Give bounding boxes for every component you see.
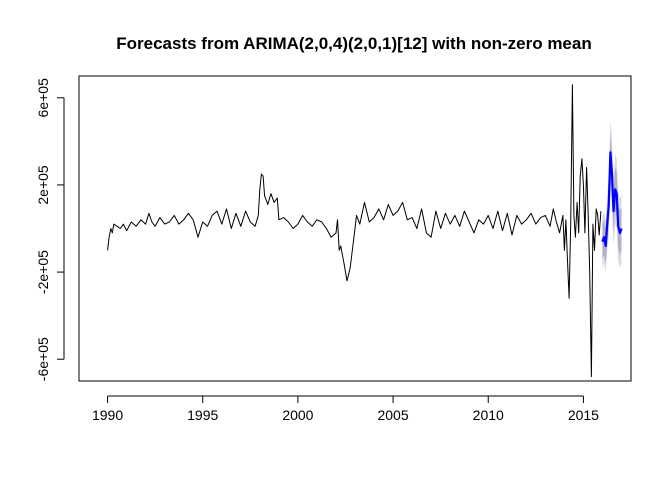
y-tick-label: -6e+05 — [35, 337, 51, 381]
x-tick-label: 2000 — [282, 407, 313, 423]
x-tick-label: 2010 — [473, 407, 504, 423]
plot-frame — [78, 75, 632, 382]
x-tick-label: 2005 — [377, 407, 408, 423]
forecast-series-line — [601, 151, 623, 247]
chart-title: Forecasts from ARIMA(2,0,4)(2,0,1)[12] w… — [116, 34, 591, 53]
x-tick-label: 2015 — [568, 407, 599, 423]
axes: 1990 1995 2000 2005 2010 2015 -6e+05 -2e+05 2e+0… — [35, 78, 599, 423]
y-tick-label: 6e+05 — [35, 78, 51, 118]
y-tick-label: 2e+05 — [35, 165, 51, 205]
series-lines — [107, 84, 623, 378]
history-series-line — [107, 84, 602, 378]
x-tick-label: 1990 — [92, 407, 123, 423]
y-tick-label: -2e+05 — [35, 250, 51, 294]
x-tick-label: 1995 — [187, 407, 218, 423]
